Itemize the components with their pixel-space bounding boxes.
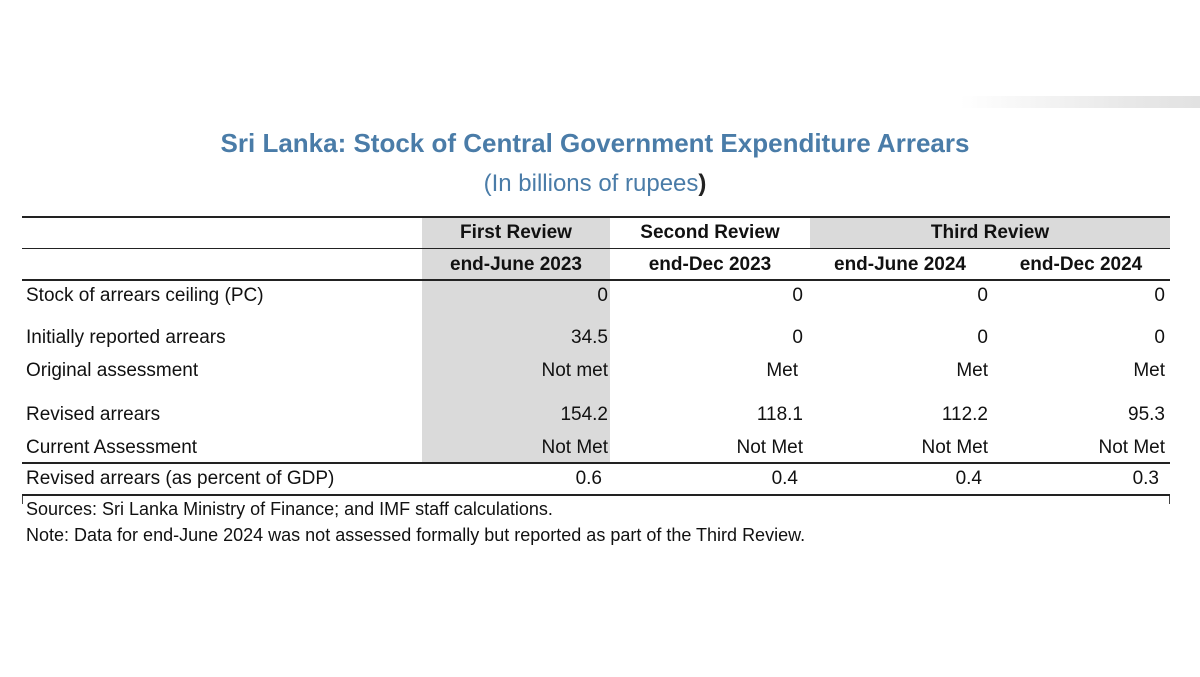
table-cell: Not Met: [1098, 437, 1165, 458]
header-bottom-rule: [22, 279, 1170, 281]
table-cell: 0: [1154, 285, 1165, 306]
table-cell: Not met: [541, 360, 608, 381]
table-cell: Met: [1133, 360, 1165, 381]
row-label: Revised arrears (as percent of GDP): [26, 468, 335, 489]
first-review-shade: [422, 217, 610, 462]
group-header-rule: [22, 248, 1170, 249]
left-edge-tick: [22, 496, 23, 504]
header-third-review: Third Review: [930, 222, 1050, 243]
table-cell: 112.2: [941, 404, 988, 425]
header-second-review: Second Review: [640, 222, 780, 243]
period-end-june-2023: end-June 2023: [450, 254, 582, 275]
table-cell: 95.3: [1128, 404, 1165, 425]
table-cell: 154.2: [560, 404, 608, 425]
table-cell: Met: [956, 360, 988, 381]
third-review-header-shade: [810, 217, 1170, 248]
table-cell: 0.4: [955, 468, 982, 489]
table-cell: 0: [977, 327, 988, 348]
row-label: Original assessment: [26, 360, 199, 381]
gdp-row-rule: [22, 494, 1170, 496]
table-title: Sri Lanka: Stock of Central Government E…: [220, 128, 970, 158]
table-cell: 0.4: [771, 468, 798, 489]
row-label: Initially reported arrears: [26, 327, 226, 348]
table-cell: 0.3: [1132, 468, 1159, 489]
row-label: Revised arrears: [26, 404, 161, 425]
row-label: Current Assessment: [26, 437, 198, 458]
table-cell: 0: [792, 285, 803, 306]
table-cell: Not Met: [541, 437, 608, 458]
table-subtitle: (In billions of rupees): [0, 170, 1190, 198]
table-cell: 0: [597, 285, 608, 306]
header-first-review: First Review: [460, 222, 572, 243]
period-end-dec-2024: end-Dec 2024: [1019, 254, 1143, 275]
top-rule: [22, 216, 1170, 218]
body-bottom-rule: [22, 462, 1170, 464]
table-cell: Met: [766, 360, 798, 381]
subtitle-close-paren: ): [698, 170, 707, 197]
subtitle-text: (In billions of rupees: [483, 170, 699, 197]
table-cell: 118.1: [756, 404, 803, 425]
table-cell: 0: [792, 327, 803, 348]
period-end-june-2024: end-June 2024: [834, 254, 966, 275]
period-end-dec-2023: end-Dec 2023: [648, 254, 772, 275]
table-cell: 34.5: [571, 327, 608, 348]
right-edge-tick: [1169, 496, 1170, 504]
background-streak: [960, 96, 1200, 108]
sources-note: Sources: Sri Lanka Ministry of Finance; …: [26, 499, 553, 519]
table-cell: 0.6: [575, 468, 602, 489]
table-cell: Not Met: [921, 437, 988, 458]
table-cell: 0: [1154, 327, 1165, 348]
table-cell: 0: [977, 285, 988, 306]
row-label: Stock of arrears ceiling (PC): [26, 285, 264, 306]
table-cell: Not Met: [736, 437, 803, 458]
footnote: Note: Data for end-June 2024 was not ass…: [26, 525, 806, 545]
